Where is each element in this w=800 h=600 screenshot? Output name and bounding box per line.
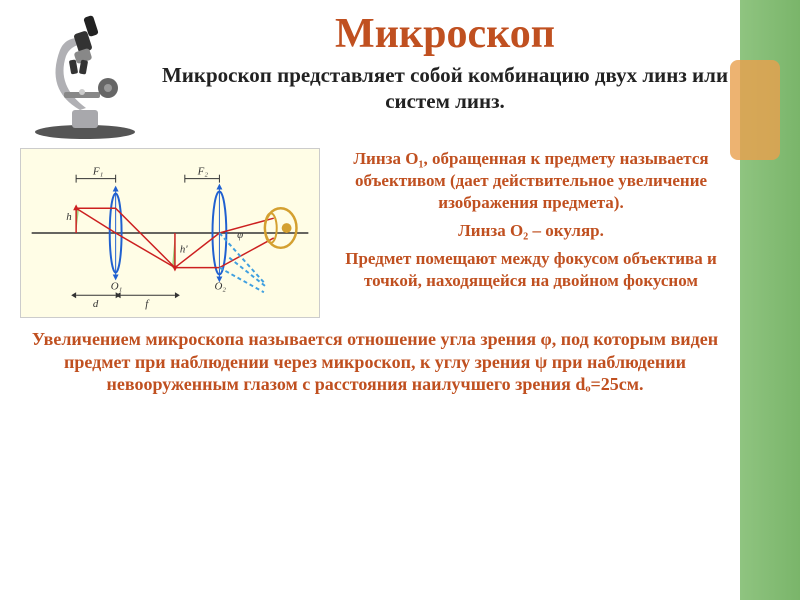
svg-text:F₂: F₂ — [197, 166, 209, 178]
microscope-icon — [20, 10, 150, 140]
svg-text:F₁: F₁ — [92, 166, 104, 178]
svg-text:φ: φ — [237, 229, 243, 241]
mid-row: F₁ F₂ h h' O₁ O₂ d f φ Линза O₁, обращен… — [20, 148, 730, 318]
title-block: Микроскоп Микроскоп представляет собой к… — [160, 10, 730, 115]
svg-text:O₁: O₁ — [111, 280, 123, 292]
main-title: Микроскоп — [160, 10, 730, 58]
slide-container: Микроскоп Микроскоп представляет собой к… — [0, 0, 800, 406]
desc-p3: Предмет помещают между фокусом объектива… — [332, 248, 730, 292]
bottom-definition: Увеличением микроскопа называется отноше… — [20, 328, 730, 396]
svg-text:h: h — [66, 211, 71, 223]
description-block: Линза O₁, обращенная к предмету называет… — [332, 148, 730, 299]
desc-p1: Линза O₁, обращенная к предмету называет… — [332, 148, 730, 214]
svg-text:d: d — [93, 298, 99, 310]
svg-text:h': h' — [180, 244, 188, 256]
desc-p2: Линза O₂ – окуляр. — [332, 220, 730, 242]
optical-ray-diagram: F₁ F₂ h h' O₁ O₂ d f φ — [20, 148, 320, 318]
svg-text:O₂: O₂ — [214, 280, 226, 292]
subtitle: Микроскоп представляет собой комбинацию … — [160, 62, 730, 115]
title-row: Микроскоп Микроскоп представляет собой к… — [20, 10, 730, 140]
